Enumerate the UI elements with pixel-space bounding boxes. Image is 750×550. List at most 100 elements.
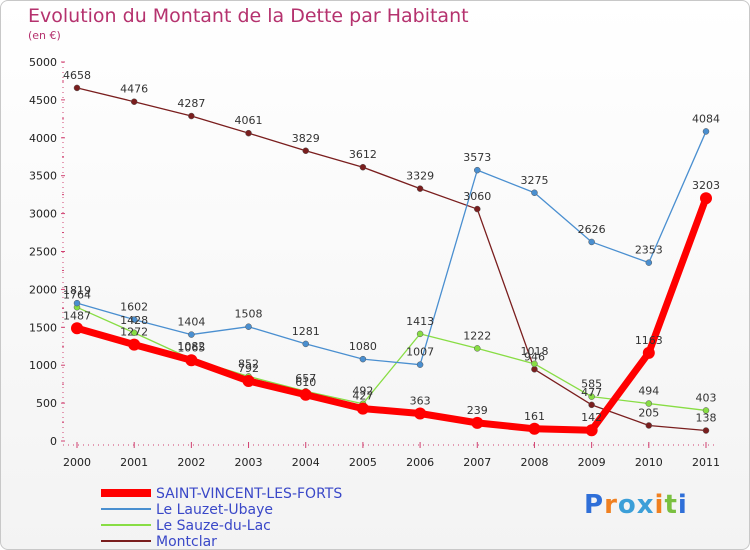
y-tick-label: 3500: [29, 170, 57, 183]
x-tick-label: 2008: [520, 456, 548, 469]
data-point: [702, 427, 710, 434]
logo-letter: t: [664, 490, 678, 520]
proxiti-logo: Proxiti: [584, 490, 688, 520]
y-tick-label: 1500: [29, 321, 57, 334]
data-label: 3573: [463, 151, 491, 164]
series-line-2: [76, 306, 707, 412]
data-point: [71, 322, 83, 335]
data-point: [416, 185, 424, 192]
data-label: 610: [295, 376, 316, 389]
series-points: [71, 84, 712, 437]
data-label: 852: [238, 357, 259, 370]
legend-label: Montclar: [156, 534, 217, 550]
data-label: 3829: [292, 132, 320, 145]
data-label: 4084: [692, 112, 720, 125]
data-label: 239: [467, 404, 488, 417]
data-point: [702, 128, 710, 135]
data-point: [645, 259, 653, 266]
data-point: [702, 407, 710, 414]
data-point: [700, 192, 712, 205]
logo-letter: i: [654, 490, 665, 520]
chart-axes: 0 500 1000 1500 2000 2500 3000 3500 4000 4500 5000…: [29, 56, 720, 469]
data-label: 4061: [235, 114, 263, 127]
logo-letter: P: [584, 490, 605, 520]
data-label: 4287: [177, 97, 205, 110]
y-tick-label: 2000: [29, 283, 57, 296]
data-label: 657: [295, 372, 316, 385]
data-label: 3060: [463, 190, 491, 203]
x-tick-label: 2009: [578, 456, 606, 469]
data-label: 427: [352, 390, 373, 403]
data-label: 585: [581, 378, 602, 391]
x-tick-label: 2003: [235, 456, 263, 469]
data-label: 1018: [520, 345, 548, 358]
data-point: [414, 407, 427, 420]
data-point: [188, 112, 195, 120]
data-label: 1413: [406, 315, 434, 328]
legend-label: Le Sauze-du-Lac: [156, 518, 271, 534]
data-label: 1080: [349, 340, 377, 353]
data-point: [188, 331, 195, 338]
series-line-1: [76, 131, 707, 366]
data-label: 4476: [120, 83, 148, 96]
data-label: 1819: [63, 284, 91, 297]
data-label: 1428: [120, 314, 148, 327]
data-label: 1007: [406, 346, 434, 359]
y-tick-label: 500: [36, 397, 57, 410]
x-tick-label: 2000: [63, 456, 91, 469]
legend-label: SAINT-VINCENT-LES-FORTS: [156, 486, 342, 502]
data-label: 492: [352, 385, 373, 398]
x-tick-label: 2002: [177, 456, 205, 469]
data-point: [185, 354, 198, 367]
legend-label: Le Lauzet-Ubaye: [156, 502, 273, 518]
data-label: 205: [638, 406, 659, 419]
data-point: [588, 393, 595, 400]
data-point: [302, 340, 309, 348]
logo-letter: x: [636, 490, 655, 520]
data-label: 494: [638, 385, 659, 398]
x-tick-label: 2006: [406, 456, 434, 469]
data-label: 1082: [177, 340, 205, 353]
data-point: [245, 323, 252, 330]
data-point: [242, 374, 255, 387]
data-label: 2626: [578, 223, 606, 236]
data-label: 1508: [235, 308, 263, 321]
y-tick-label: 0: [50, 435, 57, 448]
data-label: 4658: [63, 69, 91, 82]
y-tick-label: 4000: [29, 132, 57, 145]
x-tick-label: 2011: [692, 456, 720, 469]
y-tick-label: 1000: [29, 359, 57, 372]
data-label: 1222: [463, 329, 491, 342]
data-point: [130, 98, 138, 105]
x-tick-label: 2005: [349, 456, 377, 469]
data-label: 477: [581, 386, 602, 399]
data-label: 792: [238, 362, 259, 375]
data-point: [474, 345, 481, 352]
data-label: 1163: [635, 334, 663, 347]
logo-letter: o: [617, 490, 637, 520]
data-point: [585, 424, 598, 437]
y-tick-label: 5000: [29, 56, 57, 69]
data-labels: 4658 4476 4287 4061 3829 3612 3329 3060 946 477 20…: [63, 69, 720, 425]
series-lines: [76, 87, 710, 434]
data-label: 363: [410, 394, 431, 407]
data-label: 3275: [520, 174, 548, 187]
y-tick-label: 4500: [29, 94, 57, 107]
data-point: [474, 205, 481, 213]
data-point: [359, 163, 367, 171]
data-label: 1764: [63, 288, 91, 301]
series-line-3: [76, 87, 707, 432]
logo-letter: i: [677, 490, 688, 520]
x-tick-label: 2010: [635, 456, 663, 469]
data-point: [299, 388, 312, 401]
data-label: 1272: [120, 326, 148, 339]
data-point: [474, 166, 481, 174]
data-point: [645, 422, 653, 429]
data-point: [531, 360, 538, 368]
data-label: 946: [524, 350, 545, 363]
data-point: [302, 147, 309, 155]
chart-title: Evolution du Montant de la Dette par Hab…: [28, 5, 469, 27]
data-point: [359, 355, 367, 363]
data-point: [128, 338, 141, 351]
data-label: 1602: [120, 301, 148, 314]
